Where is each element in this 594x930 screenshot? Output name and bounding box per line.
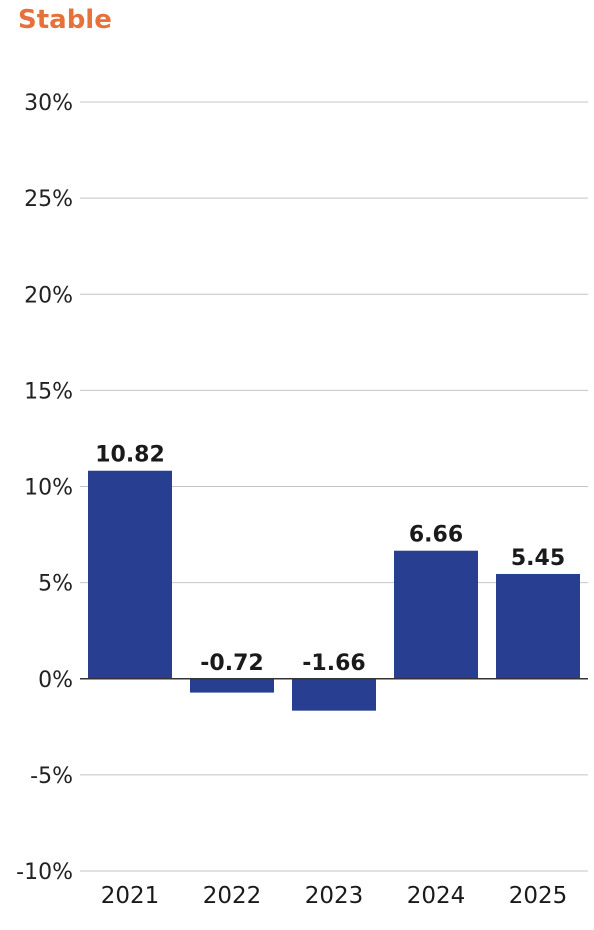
bars — [88, 470, 580, 711]
x-category-label: 2023 — [305, 883, 364, 909]
y-tick-label: 0% — [38, 668, 73, 693]
bar-2023 — [292, 678, 376, 711]
y-tick-label: 5% — [38, 572, 73, 597]
data-label: -0.72 — [200, 651, 263, 676]
y-tick-label: 25% — [24, 187, 73, 212]
x-category-label: 2022 — [203, 883, 262, 909]
data-label: -1.66 — [302, 651, 365, 676]
data-label: 6.66 — [409, 523, 463, 548]
bar-2022 — [190, 678, 274, 693]
x-category-label: 2025 — [509, 883, 568, 909]
y-tick-label: 10% — [24, 476, 73, 501]
data-labels: 10.82 -0.72 -1.66 6.66 5.45 — [95, 443, 565, 676]
y-tick-label: -10% — [16, 860, 73, 885]
x-category-label: 2021 — [101, 883, 160, 909]
bar-2021 — [88, 470, 172, 679]
x-category-label: 2024 — [407, 883, 466, 909]
gridlines — [80, 101, 588, 872]
y-tick-label: 30% — [24, 91, 73, 116]
chart-title: Stable — [18, 5, 112, 35]
y-tick-label: 15% — [24, 379, 73, 404]
y-tick-label: -5% — [30, 764, 73, 789]
data-label: 10.82 — [95, 443, 165, 468]
data-label: 5.45 — [511, 546, 565, 571]
bar-2024 — [394, 550, 478, 679]
y-tick-label: 20% — [24, 283, 73, 308]
bar-2025 — [496, 573, 580, 679]
y-axis-tick-labels: 30% 25% 20% 15% 10% 5% 0% -5% -10% — [16, 91, 73, 885]
x-axis-category-labels: 2021 2022 2023 2024 2025 — [101, 883, 568, 909]
